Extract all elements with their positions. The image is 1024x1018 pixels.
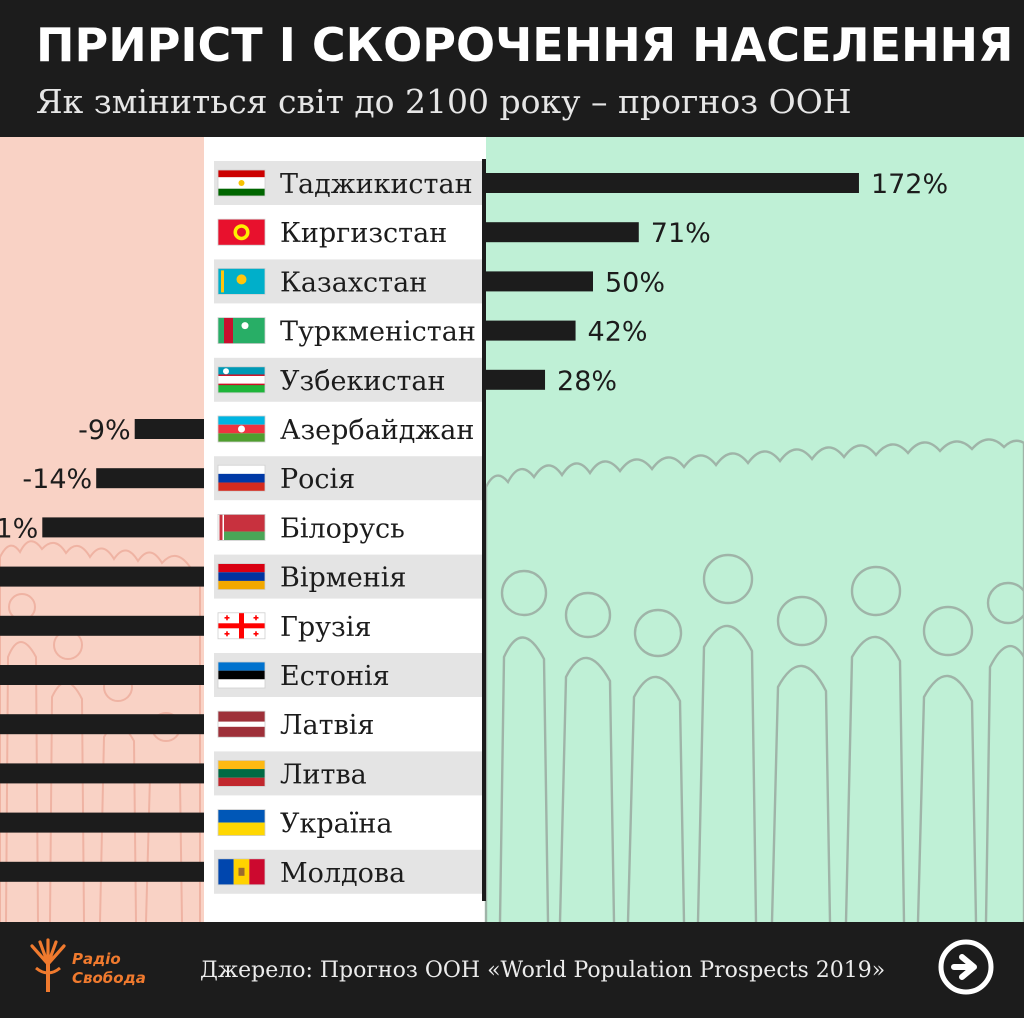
value-label: 172%: [871, 169, 948, 200]
country-label: Росія: [280, 464, 355, 495]
bar: [484, 222, 639, 243]
bar: [484, 369, 546, 390]
country-label: Молдова: [280, 858, 405, 889]
country-label: Туркменістан: [280, 317, 476, 348]
crowd-illustration-right: [484, 438, 1024, 922]
country-label: Україна: [280, 809, 393, 840]
bar: [484, 320, 576, 341]
footer: [0, 922, 1024, 1018]
bar: [134, 419, 204, 439]
bar: [0, 714, 204, 735]
value-label: 71%: [651, 218, 711, 249]
bar: [0, 763, 204, 784]
country-label: Латвія: [280, 710, 374, 741]
flag-estonia-icon: [217, 661, 266, 689]
radio-svoboda-logo: Радіо Свобода: [72, 950, 146, 988]
flag-belarus-icon: [217, 513, 266, 541]
country-label: Литва: [280, 759, 367, 790]
flag-lithuania-icon: [217, 760, 266, 787]
value-label: -9%: [78, 415, 131, 446]
bar: [0, 566, 204, 587]
flag-kyrgyzstan-icon: [217, 218, 266, 246]
population-change-chart: Таджикистан Киргизстан Казахстан Туркменіст…: [0, 137, 1024, 922]
flag-kazakhstan-icon: [217, 267, 266, 295]
country-label: Узбекистан: [280, 366, 446, 397]
bar: [0, 665, 204, 685]
country-label: Естонія: [280, 661, 390, 692]
logo-line-2: Свобода: [72, 969, 146, 987]
flag-latvia-icon: [217, 710, 266, 738]
country-label: Грузія: [280, 612, 371, 643]
bar: [96, 468, 204, 489]
flag-armenia-icon: [217, 563, 266, 591]
page-title: ПРИРІСТ І СКОРОЧЕННЯ НАСЕЛЕННЯ: [36, 18, 1014, 72]
flag-russia-icon: [217, 464, 266, 492]
value-label: -14%: [22, 464, 92, 495]
value-label: -21%: [0, 513, 38, 544]
chart-bars: 172%71%50%42%28%-9%-14%-21%-31%-37%-37%-…: [0, 169, 948, 882]
bar: [484, 173, 859, 193]
flag-azerbaijan-icon: [217, 415, 266, 443]
value-label: 42%: [588, 317, 648, 348]
country-label: Таджикистан: [280, 169, 473, 200]
country-label: Казахстан: [280, 267, 427, 298]
country-label: Вірменія: [280, 563, 406, 594]
play-arrow-circle-icon: [938, 939, 994, 995]
country-label: Азербайджан: [280, 415, 474, 446]
bar: [484, 271, 593, 292]
bar: [0, 812, 204, 833]
source-note: Джерело: Прогноз ООН «World Population P…: [200, 958, 886, 983]
flag-tajikistan-icon: [217, 169, 266, 197]
page-subtitle: Як зміниться світ до 2100 року – прогноз…: [36, 82, 852, 121]
flag-turkmenistan-icon: [217, 317, 266, 345]
radio-svoboda-torch-icon: [30, 938, 66, 992]
bar: [42, 517, 204, 538]
flag-georgia-icon: [217, 612, 266, 640]
logo-line-1: Радіо: [72, 950, 121, 968]
country-label: Киргизстан: [280, 218, 447, 249]
header: ПРИРІСТ І СКОРОЧЕННЯ НАСЕЛЕННЯ Як змінит…: [0, 0, 1024, 137]
value-label: 50%: [605, 267, 665, 298]
flag-ukraine-icon: [217, 809, 266, 836]
flag-moldova-icon: [217, 858, 266, 886]
bar: [0, 615, 204, 636]
country-label: Білорусь: [280, 513, 405, 544]
flag-uzbekistan-icon: [217, 366, 266, 394]
value-label: 28%: [557, 366, 617, 397]
bar: [0, 861, 204, 882]
chart-rows: Таджикистан Киргизстан Казахстан Туркменіст…: [214, 161, 482, 894]
